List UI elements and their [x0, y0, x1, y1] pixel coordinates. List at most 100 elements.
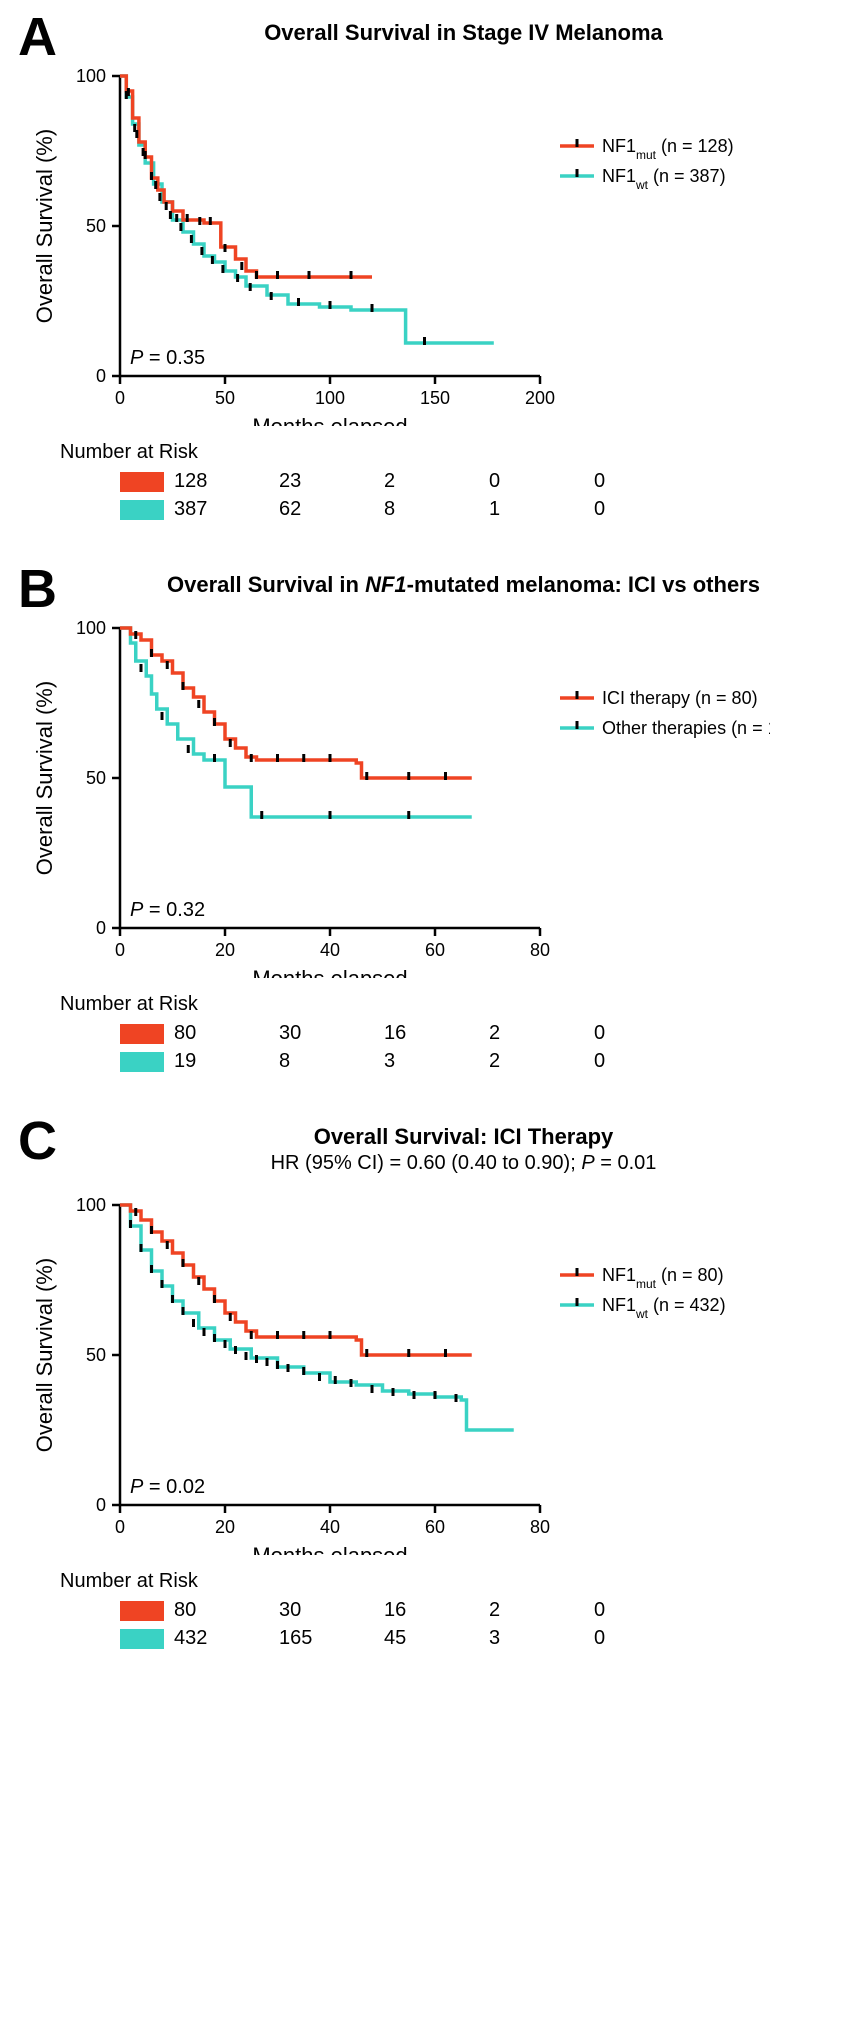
svg-text:50: 50: [86, 768, 106, 788]
risk-value: 165: [279, 1627, 312, 1650]
svg-text:P = 0.35: P = 0.35: [130, 347, 205, 369]
number-at-risk-label: Number at Risk: [60, 1570, 847, 1593]
risk-value: 45: [384, 1627, 406, 1650]
risk-table-b: 80 30 16 2 0 19 8 3 2 0: [60, 1022, 847, 1074]
svg-text:100: 100: [76, 66, 106, 86]
risk-value: 2: [384, 470, 395, 493]
risk-value: 0: [489, 470, 500, 493]
risk-value: 19: [174, 1050, 196, 1073]
svg-text:Months elapsed: Months elapsed: [252, 1543, 407, 1555]
svg-text:Overall Survival (%): Overall Survival (%): [32, 1258, 57, 1452]
risk-value: 8: [279, 1050, 290, 1073]
svg-text:60: 60: [425, 1517, 445, 1537]
svg-text:NF1mut (n = 80): NF1mut (n = 80): [602, 1265, 724, 1291]
risk-value: 432: [174, 1627, 207, 1650]
km-chart-b: 0 20 40 60 80 0 50 100 Months elapsed Overall Sur…: [0, 598, 847, 983]
svg-text:0: 0: [96, 1495, 106, 1515]
svg-text:100: 100: [315, 388, 345, 408]
chart-subtitle: HR (95% CI) = 0.60 (0.40 to 0.90); P = 0…: [120, 1152, 807, 1175]
panel-letter: C: [18, 1110, 57, 1172]
risk-row: 19 8 3 2 0: [120, 1050, 847, 1074]
number-at-risk-label: Number at Risk: [60, 993, 847, 1016]
risk-value: 0: [594, 1050, 605, 1073]
series-swatch: [120, 1024, 164, 1044]
risk-value: 128: [174, 470, 207, 493]
risk-row: 80301620: [120, 1599, 847, 1623]
risk-value: 16: [384, 1599, 406, 1622]
series-swatch: [120, 500, 164, 520]
risk-value: 2: [489, 1050, 500, 1073]
svg-text:150: 150: [420, 388, 450, 408]
panel-letter: A: [18, 6, 57, 68]
risk-value: 1: [489, 498, 500, 521]
svg-text:40: 40: [320, 1517, 340, 1537]
svg-text:100: 100: [76, 618, 106, 638]
risk-value: 30: [279, 1599, 301, 1622]
svg-text:0: 0: [96, 366, 106, 386]
svg-text:60: 60: [425, 940, 445, 960]
chart-title: Overall Survival in Stage IV Melanoma: [120, 20, 807, 46]
risk-value: 3: [384, 1050, 395, 1073]
risk-value: 2: [489, 1022, 500, 1045]
series-swatch: [120, 1052, 164, 1072]
risk-value: 23: [279, 470, 301, 493]
number-at-risk-label: Number at Risk: [60, 441, 847, 464]
risk-row: 80 30 16 2 0: [120, 1022, 847, 1046]
svg-text:80: 80: [530, 940, 550, 960]
km-chart-a: 0 50 100 150 200 0 50 100 Months elapsed Overall …: [0, 46, 847, 431]
svg-text:Overall Survival (%): Overall Survival (%): [32, 681, 57, 875]
panel-b: B Overall Survival in NF1-mutated melano…: [0, 572, 847, 1074]
panel-c: C Overall Survival: ICI Therapy HR (95% …: [0, 1124, 847, 1651]
series-swatch: [120, 1629, 164, 1649]
risk-row: 128 23 2 0 0: [120, 470, 847, 494]
svg-text:100: 100: [76, 1195, 106, 1215]
svg-text:ICI therapy (n = 80): ICI therapy (n = 80): [602, 688, 758, 708]
risk-value: 80: [174, 1022, 196, 1045]
series-swatch: [120, 1601, 164, 1621]
risk-value: 3: [489, 1627, 500, 1650]
svg-text:80: 80: [530, 1517, 550, 1537]
risk-value: 0: [594, 1022, 605, 1045]
svg-text:0: 0: [115, 1517, 125, 1537]
svg-text:P = 0.32: P = 0.32: [130, 899, 205, 921]
svg-text:Other therapies (n = 19): Other therapies (n = 19): [602, 718, 770, 738]
risk-value: 2: [489, 1599, 500, 1622]
svg-text:NF1wt (n = 432): NF1wt (n = 432): [602, 1295, 726, 1321]
svg-text:50: 50: [86, 216, 106, 236]
panel-letter: B: [18, 558, 57, 620]
svg-text:0: 0: [96, 918, 106, 938]
svg-text:Months elapsed: Months elapsed: [252, 414, 407, 426]
svg-text:200: 200: [525, 388, 555, 408]
svg-text:NF1wt (n = 387): NF1wt (n = 387): [602, 166, 726, 192]
risk-value: 387: [174, 498, 207, 521]
risk-value: 0: [594, 470, 605, 493]
risk-table-a: 128 23 2 0 0 387 62 8 1 0: [60, 470, 847, 522]
risk-value: 30: [279, 1022, 301, 1045]
svg-text:50: 50: [86, 1345, 106, 1365]
series-swatch: [120, 472, 164, 492]
svg-text:20: 20: [215, 1517, 235, 1537]
svg-text:0: 0: [115, 940, 125, 960]
chart-title: Overall Survival: ICI Therapy: [120, 1124, 807, 1150]
panel-a: A Overall Survival in Stage IV Melanoma …: [0, 20, 847, 522]
risk-value: 0: [594, 498, 605, 521]
risk-value: 80: [174, 1599, 196, 1622]
svg-text:NF1mut (n = 128): NF1mut (n = 128): [602, 136, 734, 162]
km-chart-c: 0 20 40 60 80 0 50 100 Months elapsed Overall Sur…: [0, 1175, 847, 1560]
figure-page: A Overall Survival in Stage IV Melanoma …: [0, 0, 847, 1741]
risk-value: 0: [594, 1627, 605, 1650]
svg-text:P = 0.02: P = 0.02: [130, 1476, 205, 1498]
risk-table-c: 80 30 16 2 0432 165 45 3 0: [60, 1599, 847, 1651]
svg-text:50: 50: [215, 388, 235, 408]
risk-value: 16: [384, 1022, 406, 1045]
risk-row: 432 165 45 3 0: [120, 1627, 847, 1651]
risk-value: 62: [279, 498, 301, 521]
risk-row: 387 62 8 1 0: [120, 498, 847, 522]
svg-text:Overall Survival (%): Overall Survival (%): [32, 129, 57, 323]
risk-value: 8: [384, 498, 395, 521]
svg-text:0: 0: [115, 388, 125, 408]
svg-text:Months elapsed: Months elapsed: [252, 966, 407, 978]
svg-text:20: 20: [215, 940, 235, 960]
chart-title: Overall Survival in NF1-mutated melanoma…: [120, 572, 807, 598]
svg-text:40: 40: [320, 940, 340, 960]
